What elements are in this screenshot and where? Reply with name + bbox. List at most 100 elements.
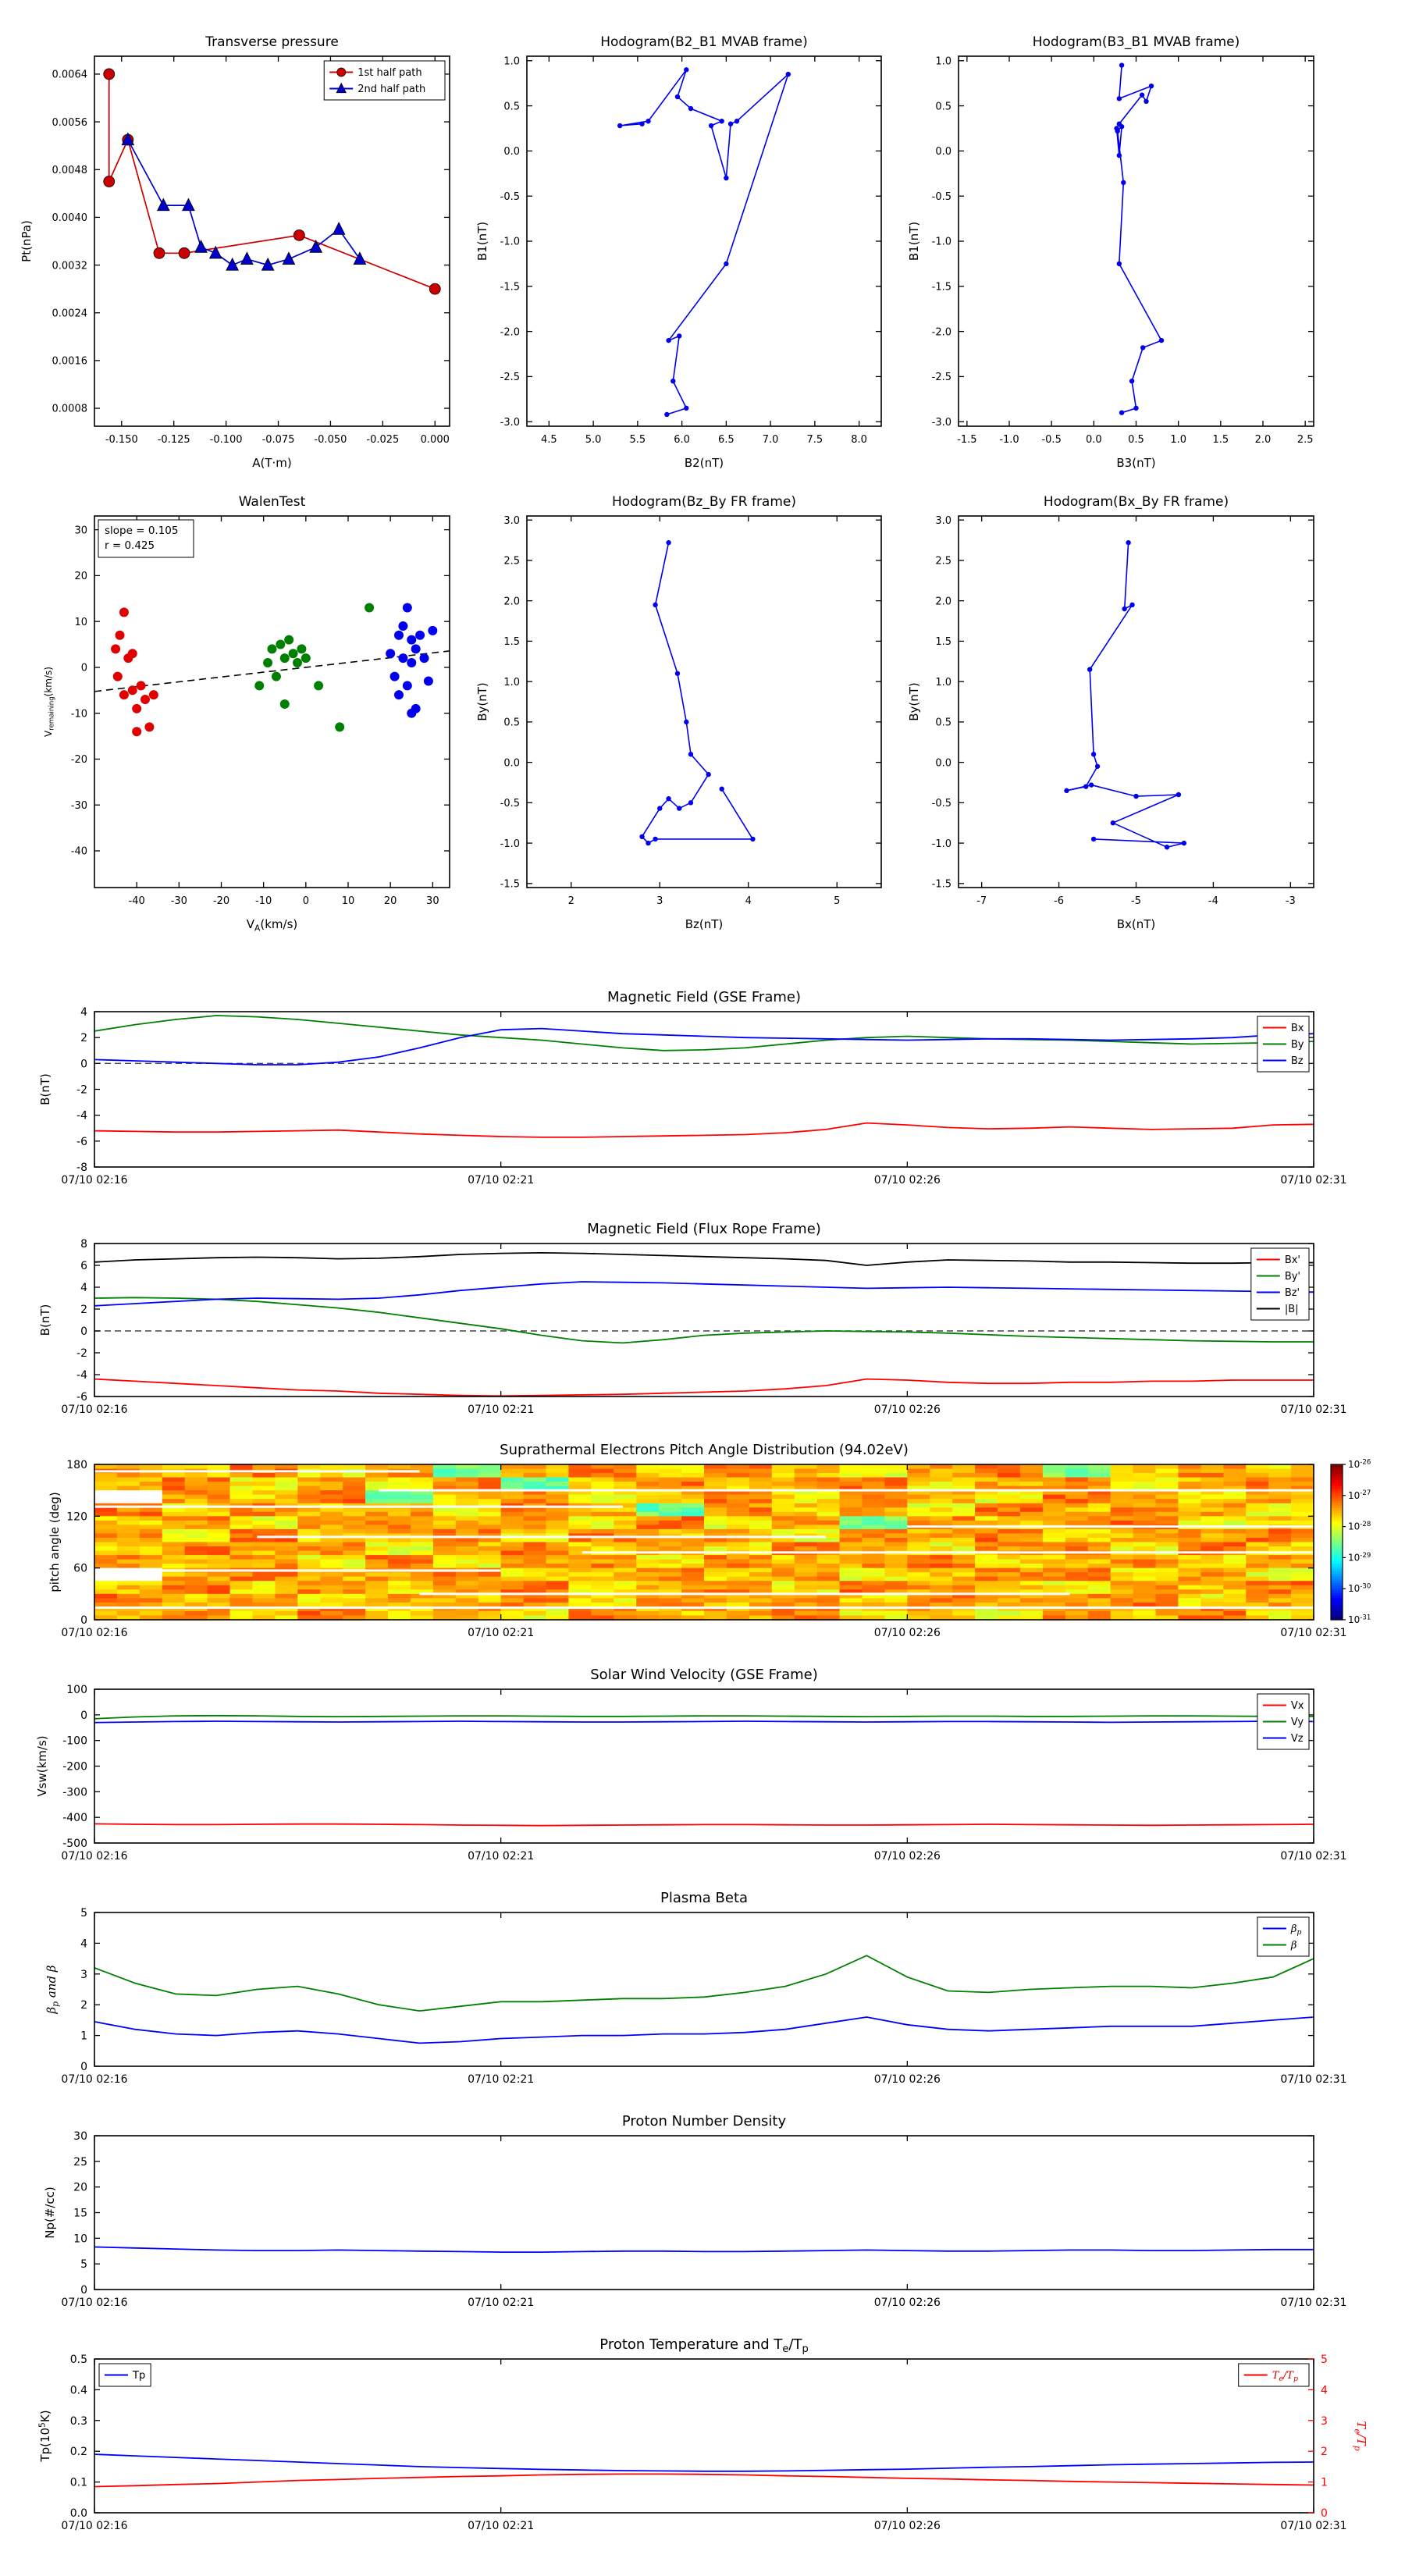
data-point	[353, 251, 367, 265]
data-point	[657, 806, 663, 811]
annotation-line: slope = 0.105	[105, 525, 178, 537]
series-Np	[94, 2246, 1314, 2254]
x-tick-label: -0.150	[105, 434, 138, 446]
y-tick-label: 0.0	[503, 146, 520, 158]
data-point	[335, 722, 345, 732]
y-tick-label: 4	[80, 1282, 87, 1294]
data-point	[1121, 180, 1126, 186]
legend: Vx Vy Vz	[1257, 1693, 1310, 1750]
x-axis-label: B3(nT)	[1116, 456, 1155, 470]
x-tick-label: 0	[303, 895, 309, 907]
data-point	[301, 653, 311, 664]
y-tick-label: 0.5	[503, 101, 520, 112]
data-point	[1129, 378, 1135, 384]
y-tick-label: -20	[71, 754, 87, 766]
data-point	[132, 727, 142, 737]
data-point	[111, 644, 121, 654]
y-axis-label: Vremaining(km/s)	[43, 667, 56, 737]
y-tick-label: 0	[80, 2284, 87, 2297]
y-tick-label: 1	[80, 2030, 87, 2043]
plot-border	[94, 2358, 1314, 2514]
y-tick-label: 6	[80, 1260, 87, 1272]
right-y-tick-label: 1	[1321, 2477, 1328, 2489]
y-tick-label: -1.0	[932, 838, 951, 850]
data-point	[1129, 602, 1135, 608]
heatmap-data-gap	[907, 1525, 1314, 1528]
x-tick-label: 1.5	[1212, 434, 1229, 446]
y-tick-label: 0.1	[70, 2477, 87, 2489]
data-point	[646, 119, 651, 124]
x-tick-label: 3	[656, 895, 663, 907]
y-tick-label: -1.5	[500, 281, 520, 293]
data-point	[309, 240, 323, 253]
data-point	[240, 251, 254, 265]
chart-title: Magnetic Field (GSE Frame)	[607, 989, 801, 1005]
y-tick-label: 2.0	[935, 596, 951, 607]
x-tick-label: 07/10 02:31	[1280, 1404, 1346, 1416]
y-tick-label: -1.5	[932, 281, 951, 293]
y-tick-label: -2	[76, 1084, 87, 1097]
series-|B|	[94, 1251, 1314, 1266]
y-tick-label: 0.0016	[52, 356, 88, 368]
y-tick-label: 0	[80, 1710, 87, 1722]
data-point	[119, 690, 129, 700]
x-tick-label: -10	[255, 895, 272, 907]
x-tick-label: 07/10 02:31	[1280, 2297, 1346, 2309]
y-tick-label: 0.5	[503, 717, 520, 729]
data-point	[297, 644, 307, 654]
data-point	[423, 676, 433, 686]
y-tick-label: 1.5	[935, 636, 951, 648]
x-axis-label: Bz(nT)	[685, 917, 724, 931]
data-point	[119, 607, 129, 617]
data-point	[1110, 820, 1116, 826]
x-tick-label: 30	[426, 895, 439, 907]
y-axis-label: B(nT)	[38, 1073, 52, 1105]
y-tick-label: 0.0	[503, 757, 520, 769]
legend-label: By'	[1285, 1271, 1300, 1283]
heatmap-data-gap	[582, 1551, 1314, 1554]
y-tick-label: 5	[80, 1907, 87, 1920]
x-tick-label: 07/10 02:16	[61, 1174, 127, 1187]
annotation-box	[98, 519, 194, 558]
x-tick-label: 6.5	[718, 434, 735, 446]
y-tick-label: 15	[73, 2208, 87, 2220]
plot-border	[94, 1243, 1314, 1397]
y-tick-label: 3	[80, 1969, 87, 1981]
y-tick-label: 30	[74, 525, 87, 536]
data-point	[1119, 123, 1125, 130]
y-tick-label: 2.5	[935, 556, 951, 568]
chart-title: WalenTest	[239, 494, 306, 510]
legend-label: βp	[1290, 1923, 1302, 1937]
heatmap-data-gap	[94, 1569, 501, 1572]
data-point	[1126, 539, 1131, 546]
chart-magnetic-field-gse: 07/10 02:16 07/10 02:21 07/10 02:26 07/10 0…	[38, 989, 1347, 1187]
data-point	[666, 337, 671, 343]
data-point	[1164, 845, 1170, 850]
y-tick-label: -0.5	[932, 191, 951, 203]
chart-title: Solar Wind Velocity (GSE Frame)	[590, 1667, 817, 1683]
data-point	[282, 251, 296, 265]
series-Bz	[94, 1027, 1314, 1066]
x-tick-label: -5	[1131, 895, 1141, 907]
legend-label: β	[1290, 1940, 1297, 1952]
y-tick-label: 0	[80, 1058, 87, 1070]
y-tick-label: 0.5	[70, 2354, 87, 2366]
y-tick-label: 0.0032	[52, 260, 88, 272]
heatmap-data-gap	[419, 1592, 1070, 1596]
data-point	[261, 257, 275, 271]
data-point	[336, 82, 347, 94]
chart-title: Proton Temperature and Te/Tp	[599, 2336, 808, 2355]
legend: 1st half path 2nd half path	[323, 60, 446, 101]
y-tick-label: 60	[73, 1563, 87, 1575]
data-point	[332, 222, 346, 235]
x-tick-label: 07/10 02:31	[1280, 1850, 1346, 1863]
y-tick-label: -8	[76, 1162, 87, 1174]
x-tick-label: 07/10 02:21	[468, 1627, 534, 1639]
y-tick-label: -0.5	[932, 798, 951, 809]
chart-hodogram-b2-b1: 4.5 5.0 5.5 6.0 6.5 7.0 7.5 8.0 -3.0 -2.5 -2.0 -1.5…	[475, 34, 882, 470]
y-tick-label: -30	[71, 800, 87, 812]
chart-transverse-pressure: -0.150 -0.125 -0.100 -0.075 -0.050 -0.025 0.00…	[20, 34, 450, 470]
y-tick-label: -1.0	[932, 237, 951, 248]
heatmap-data-gap	[94, 1470, 420, 1473]
y-axis-label: Pt(nPa)	[20, 220, 34, 262]
